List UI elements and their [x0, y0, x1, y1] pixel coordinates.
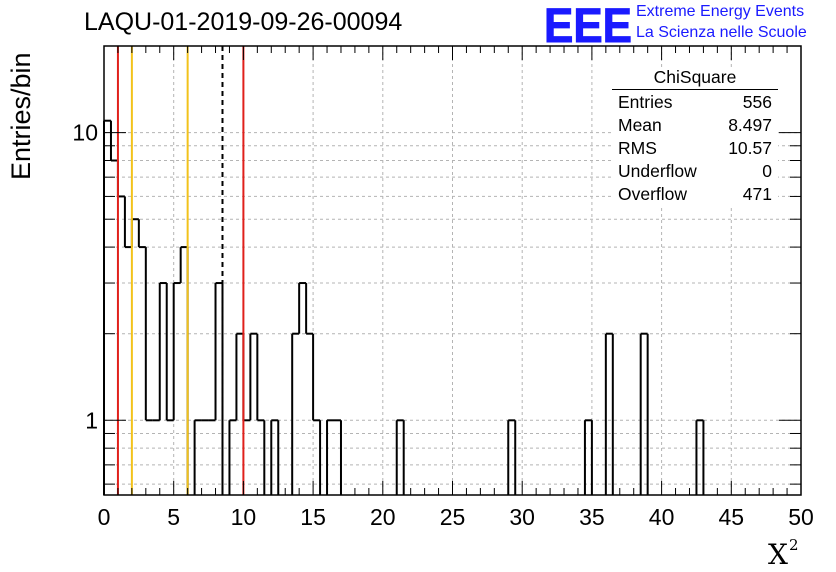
stats-label: Mean: [618, 115, 662, 135]
x-tick-label: 45: [719, 504, 745, 530]
stats-row: Mean 8.497: [612, 114, 778, 137]
x-tick-label: 15: [300, 504, 326, 530]
stats-value: 10.57: [728, 138, 772, 158]
x-axis-label-sup: 2: [788, 536, 799, 554]
stats-label: Underflow: [618, 161, 697, 181]
stats-box: ChiSquare Entries 556 Mean 8.497 RMS 10.57 …: [612, 67, 778, 206]
eee-logo-letters: EEE: [544, 2, 632, 46]
logo-line-2: La Scienza nelle Scuole: [636, 24, 807, 41]
stats-value: 0: [762, 161, 772, 181]
x-tick-label: 0: [98, 504, 111, 530]
stats-label: Overflow: [618, 184, 688, 204]
stats-label: RMS: [618, 138, 657, 158]
stats-row: Underflow 0: [612, 160, 778, 183]
stats-value: 556: [742, 92, 772, 112]
y-tick-label: 10: [72, 120, 98, 146]
x-tick-label: 20: [370, 504, 396, 530]
stats-value: 8.497: [728, 115, 772, 135]
stats-row: RMS 10.57: [612, 137, 778, 160]
x-tick-label: 30: [509, 504, 535, 530]
stats-row: Overflow 471: [612, 183, 778, 206]
stats-row: Entries 556: [612, 91, 778, 114]
x-tick-label: 10: [231, 504, 257, 530]
y-tick-label: 1: [85, 407, 98, 433]
grid-layer: [104, 46, 801, 495]
x-axis-label-base: X: [768, 538, 788, 571]
y-axis-label: Entries/bin: [6, 52, 36, 180]
stats-title: ChiSquare: [612, 67, 778, 90]
eee-logo-mark: EEE: [544, 2, 633, 46]
axes-layer: 0 5 10 15 20 25 30 35 40 45 50 1 10: [72, 45, 814, 530]
x-tick-label: 35: [579, 504, 605, 530]
x-axis-label: X2: [768, 536, 798, 571]
stats-label: Entries: [618, 92, 673, 112]
x-tick-label: 50: [788, 504, 814, 530]
stats-value: 471: [742, 184, 772, 204]
logo-line-1: Extreme Energy Events: [636, 3, 805, 20]
x-tick-label: 40: [649, 504, 675, 530]
run-title: LAQU-01-2019-09-26-00094: [84, 8, 403, 36]
x-tick-label: 5: [167, 504, 180, 530]
x-tick-label: 25: [440, 504, 466, 530]
